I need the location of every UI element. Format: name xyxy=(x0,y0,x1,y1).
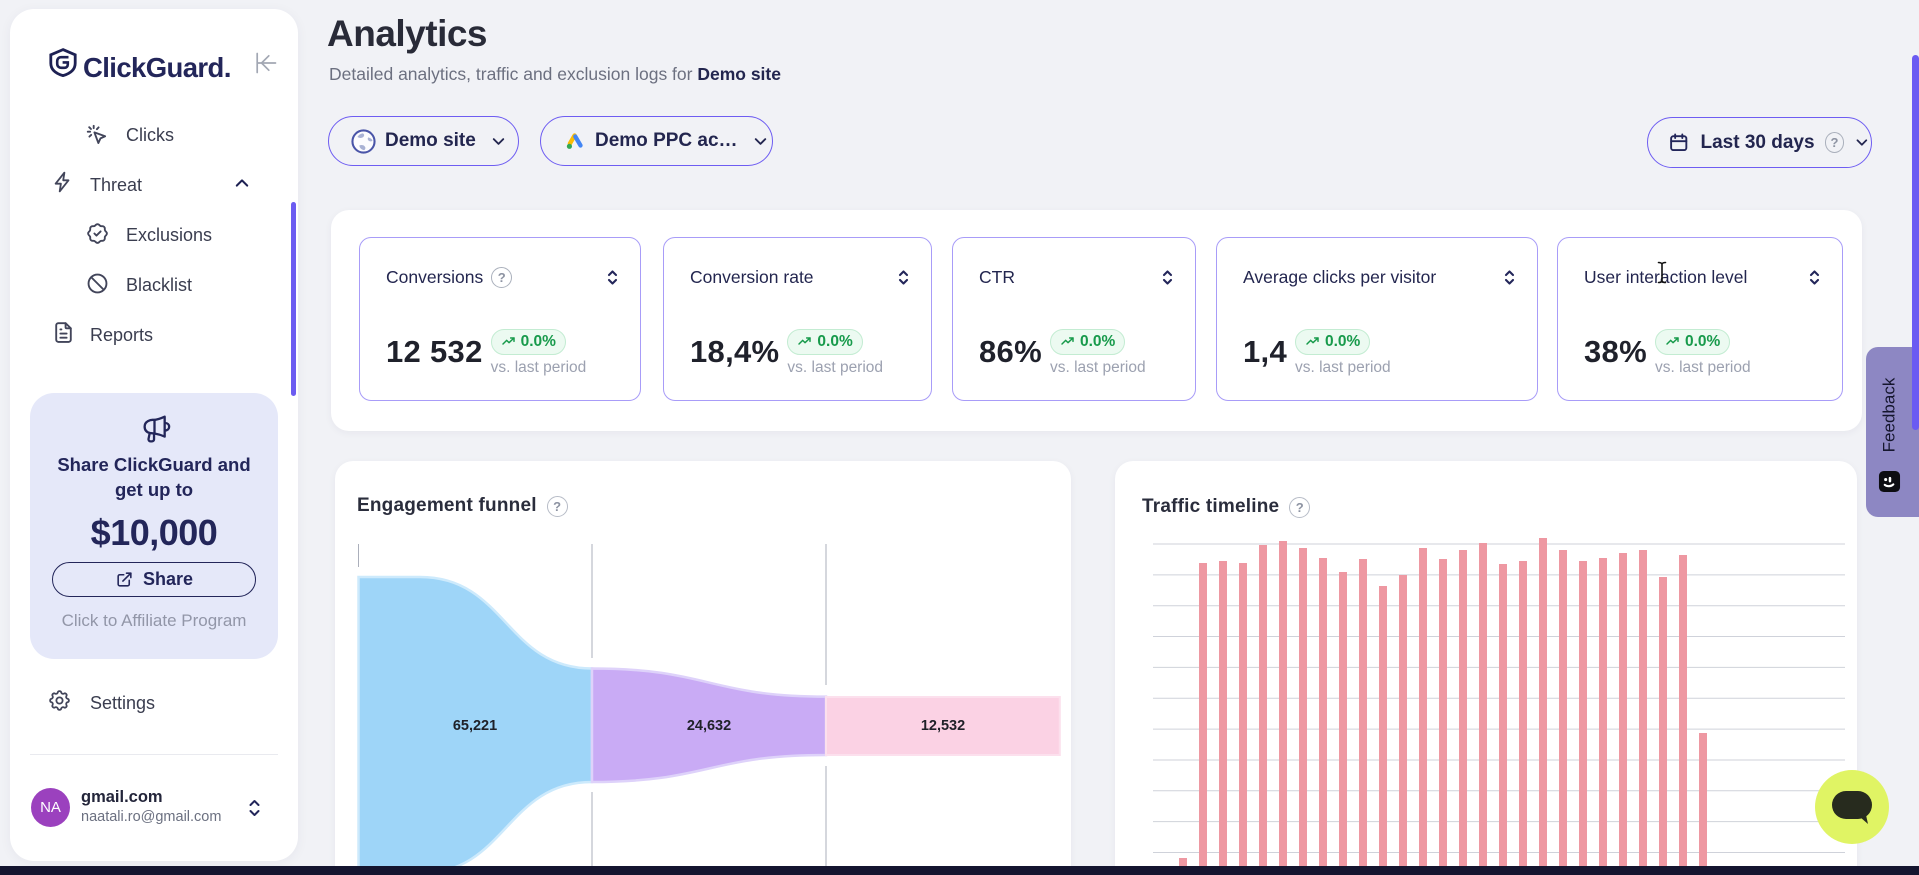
svg-text:24,632: 24,632 xyxy=(687,718,731,734)
svg-text:65,221: 65,221 xyxy=(453,718,497,734)
svg-text:12,532: 12,532 xyxy=(921,718,965,734)
